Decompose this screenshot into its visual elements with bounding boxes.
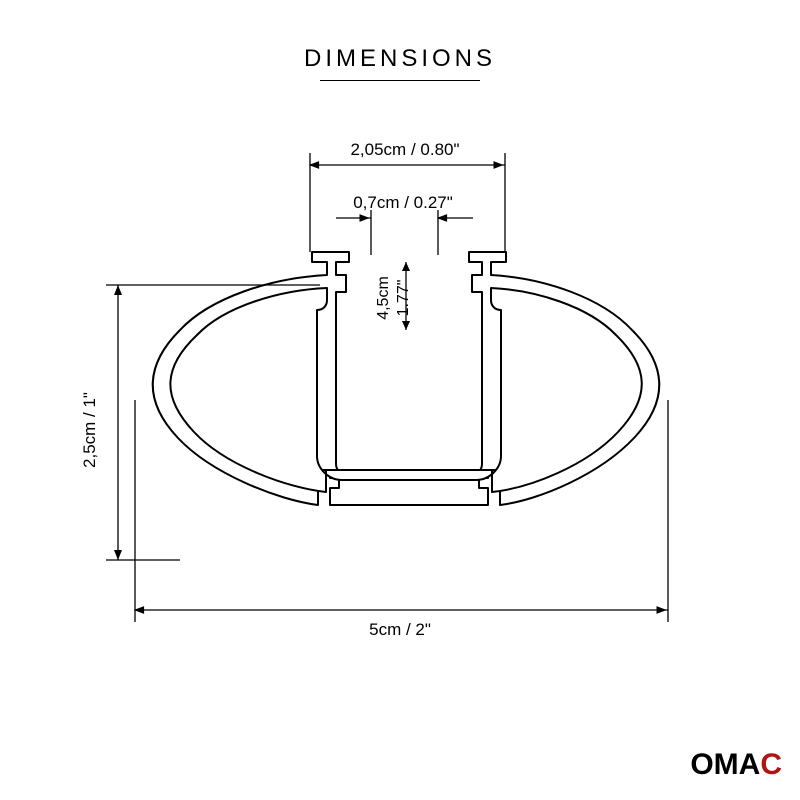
- logo-red: C: [760, 748, 782, 781]
- brand-logo: OMAC: [690, 748, 782, 782]
- dim-slot: 0,7cm / 0.27": [336, 193, 473, 255]
- svg-text:4,5cm: 4,5cm: [375, 276, 392, 320]
- svg-text:5cm / 2": 5cm / 2": [369, 620, 431, 639]
- dim-depth: 4,5cm 1.77": [375, 262, 412, 330]
- svg-text:2,05cm / 0.80": 2,05cm / 0.80": [350, 140, 459, 159]
- svg-text:1.77": 1.77": [395, 280, 412, 317]
- dimension-diagram: 5cm / 2" 2,5cm / 1" 2,05cm / 0.80" 0,7cm…: [0, 0, 800, 800]
- svg-text:0,7cm / 0.27": 0,7cm / 0.27": [353, 193, 453, 212]
- svg-text:2,5cm / 1": 2,5cm / 1": [80, 392, 99, 468]
- logo-black: OMA: [690, 748, 760, 781]
